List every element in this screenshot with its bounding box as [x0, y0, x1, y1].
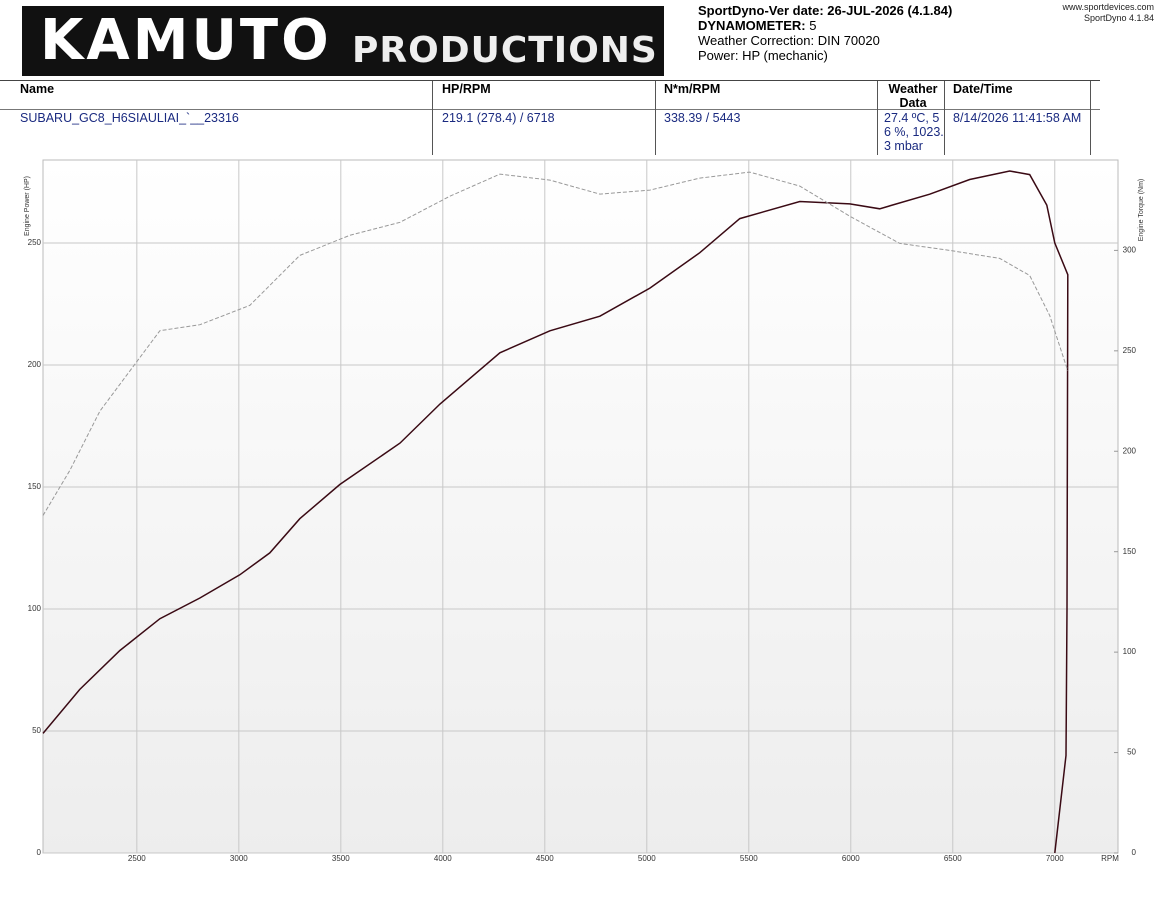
y2-tick-label: 200: [1123, 446, 1137, 455]
software: SportDyno 4.1.84: [1083, 13, 1154, 23]
column-header: Weather Data: [888, 82, 938, 110]
series-line: [42, 170, 1069, 854]
y2-tick-label: 50: [1127, 748, 1136, 757]
plot-area: [42, 159, 1119, 854]
x-tick-label: 6000: [842, 854, 860, 863]
x-tick-label: 5500: [740, 854, 758, 863]
weather-correction: Weather Correction: DIN 70020: [698, 33, 880, 48]
x-tick-label: 4500: [536, 854, 554, 863]
y-tick-label: 100: [28, 604, 42, 613]
x-tick-label: 6500: [944, 854, 962, 863]
dyno-value: 5: [809, 18, 817, 33]
y-tick-label: 50: [32, 726, 41, 735]
info: SportDyno-Ver date: 26-JUL-2026 (4.1.84)…: [698, 3, 952, 63]
y-tick-label: 200: [28, 360, 42, 369]
col-line: [1090, 81, 1091, 155]
column-header: Date/Time: [953, 82, 1013, 96]
y2-axis-label: Engine Torque (Nm): [1138, 179, 1145, 242]
cell: 8/14/2026 11:41:58 AM: [953, 111, 1082, 125]
x-tick-label: 3000: [230, 854, 248, 863]
y2-tick-label: 250: [1123, 346, 1137, 355]
dyno-label: DYNAMOMETER:: [698, 18, 806, 33]
x-tick-label: 2500: [128, 854, 146, 863]
y2-tick-label: 150: [1123, 547, 1137, 556]
x-tick-label: 3500: [332, 854, 350, 863]
y2-tick-label: 0: [1132, 848, 1137, 857]
y-tick-label: 150: [28, 482, 42, 491]
cell: 219.1 (278.4) / 6718: [442, 111, 555, 125]
logo: KAMUTO PRODUCTIONS: [22, 6, 664, 76]
x-axis-label: RPM: [1101, 854, 1119, 863]
cell: 338.39 / 5443: [664, 111, 741, 125]
y2-tick-label: 300: [1123, 246, 1137, 255]
x-tick-label: 5000: [638, 854, 656, 863]
cell: 27.4 ºC, 56 %, 1023.3 mbar: [884, 111, 944, 153]
col-line: [944, 81, 945, 155]
col-line: [877, 81, 878, 155]
cell: SUBARU_GC8_H6SIAULIAI_`__23316: [20, 111, 239, 125]
column-header: N*m/RPM: [664, 82, 721, 96]
col-line: [655, 81, 656, 155]
col-line: [432, 81, 433, 155]
logo-main: KAMUTO: [40, 8, 332, 73]
x-tick-label: 4000: [434, 854, 452, 863]
y-tick-label: 0: [37, 848, 42, 857]
y-axis-label: Engine Power (HP): [24, 176, 31, 236]
version: SportDyno-Ver date: 26-JUL-2026 (4.1.84): [698, 3, 953, 18]
logo-sub: PRODUCTIONS: [352, 30, 658, 71]
series-line: [42, 171, 1069, 516]
website: www.sportdevices.com: [1062, 2, 1154, 12]
y2-tick-label: 100: [1123, 647, 1137, 656]
x-tick-label: 7000: [1046, 854, 1064, 863]
y-tick-label: 250: [28, 238, 42, 247]
row-line: [0, 109, 1100, 110]
results-table: Name HP/RPM N*m/RPM Weather Data Date/Ti…: [0, 80, 1100, 155]
column-header: Name: [20, 82, 55, 96]
column-header: HP/RPM: [442, 82, 491, 96]
site: www.sportdevices.com SportDyno 4.1.84: [1062, 2, 1154, 24]
power-type: Power: HP (mechanic): [698, 48, 828, 63]
